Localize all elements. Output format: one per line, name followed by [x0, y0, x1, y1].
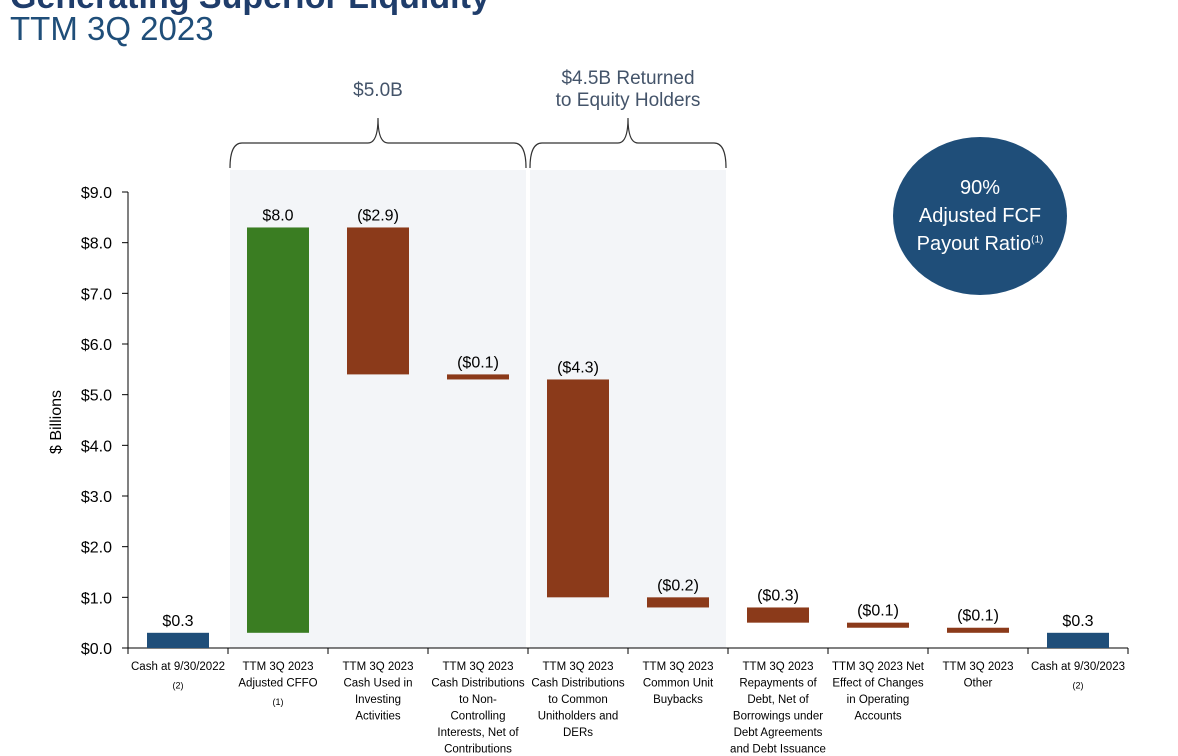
data-label-10: $0.3	[1062, 613, 1093, 630]
bar-5	[547, 379, 609, 598]
badge-line2: Adjusted FCF	[918, 205, 1042, 227]
payout-ratio-badge: 90% Adjusted FCF Payout Ratio(1)	[893, 137, 1067, 295]
data-label-6: ($0.2)	[657, 577, 699, 594]
category-note-10: (2)	[1073, 681, 1084, 691]
data-label-9: ($0.1)	[957, 608, 999, 625]
y-tick-label: $1.0	[81, 590, 112, 607]
category-label-4: TTM 3Q 2023 Cash Distributions to Non-Cont…	[431, 661, 525, 756]
category-label-5: TTM 3Q 2023 Cash Distributions to Common Un…	[531, 661, 625, 739]
category-label-10: Cash at 9/30/2023	[1031, 661, 1125, 673]
data-label-7: ($0.3)	[757, 587, 799, 604]
category-label-3: TTM 3Q 2023 Cash Used in Investing Activiti…	[343, 661, 414, 723]
bar-8	[847, 622, 909, 628]
badge-footnote: (1)	[1031, 234, 1044, 246]
data-label-5: ($4.3)	[557, 359, 599, 376]
bar-6	[647, 597, 709, 608]
bracket-caption-2: to Equity Holders	[556, 90, 701, 111]
category-label-7: TTM 3Q 2023 Repayments of Debt, Net of Borr…	[730, 661, 826, 756]
data-label-3: ($2.9)	[357, 207, 399, 224]
bracket-caption-1: $5.0B	[353, 80, 403, 101]
y-tick-label: $0.0	[81, 641, 112, 658]
bar-7	[747, 607, 809, 623]
page-title: Generating Superior Liquidity	[10, 0, 490, 17]
data-label-8: ($0.1)	[857, 603, 899, 620]
data-label-1: $0.3	[162, 613, 193, 630]
bar-1	[147, 632, 209, 648]
page-subtitle: TTM 3Q 2023	[10, 10, 214, 47]
bracket-1	[229, 117, 527, 169]
bar-4	[447, 374, 509, 380]
category-label-8: TTM 3Q 2023 Net Effect of Changes in Opera…	[832, 661, 925, 723]
y-tick-label: $6.0	[81, 337, 112, 354]
badge-line3: Payout Ratio(1)	[916, 233, 1044, 255]
category-label-9: TTM 3Q 2023 Other	[943, 661, 1014, 690]
y-axis-title: $ Billions	[48, 390, 65, 454]
y-tick-label: $7.0	[81, 286, 112, 303]
category-label-2: TTM 3Q 2023 Adjusted CFFO	[238, 661, 317, 690]
y-tick-label: $3.0	[81, 489, 112, 506]
bracket-2	[529, 117, 727, 169]
data-label-4: ($0.1)	[457, 354, 499, 371]
category-label-6: TTM 3Q 2023 Common Unit Buybacks	[643, 661, 714, 706]
y-tick-label: $8.0	[81, 236, 112, 253]
bar-9	[947, 627, 1009, 633]
data-label-2: $8.0	[262, 207, 293, 224]
bar-10	[1047, 632, 1109, 648]
category-note-1: (2)	[173, 681, 184, 691]
bar-3	[347, 227, 409, 375]
y-tick-label: $2.0	[81, 540, 112, 557]
category-label-1: Cash at 9/30/2022	[131, 661, 225, 673]
y-tick-label: $5.0	[81, 388, 112, 405]
bracket-caption-2: $4.5B Returned	[561, 68, 694, 89]
y-tick-label: $9.0	[81, 185, 112, 202]
bar-2	[247, 227, 309, 633]
category-note-2: (1)	[273, 697, 284, 707]
y-tick-label: $4.0	[81, 438, 112, 455]
badge-percent: 90%	[959, 177, 1001, 199]
